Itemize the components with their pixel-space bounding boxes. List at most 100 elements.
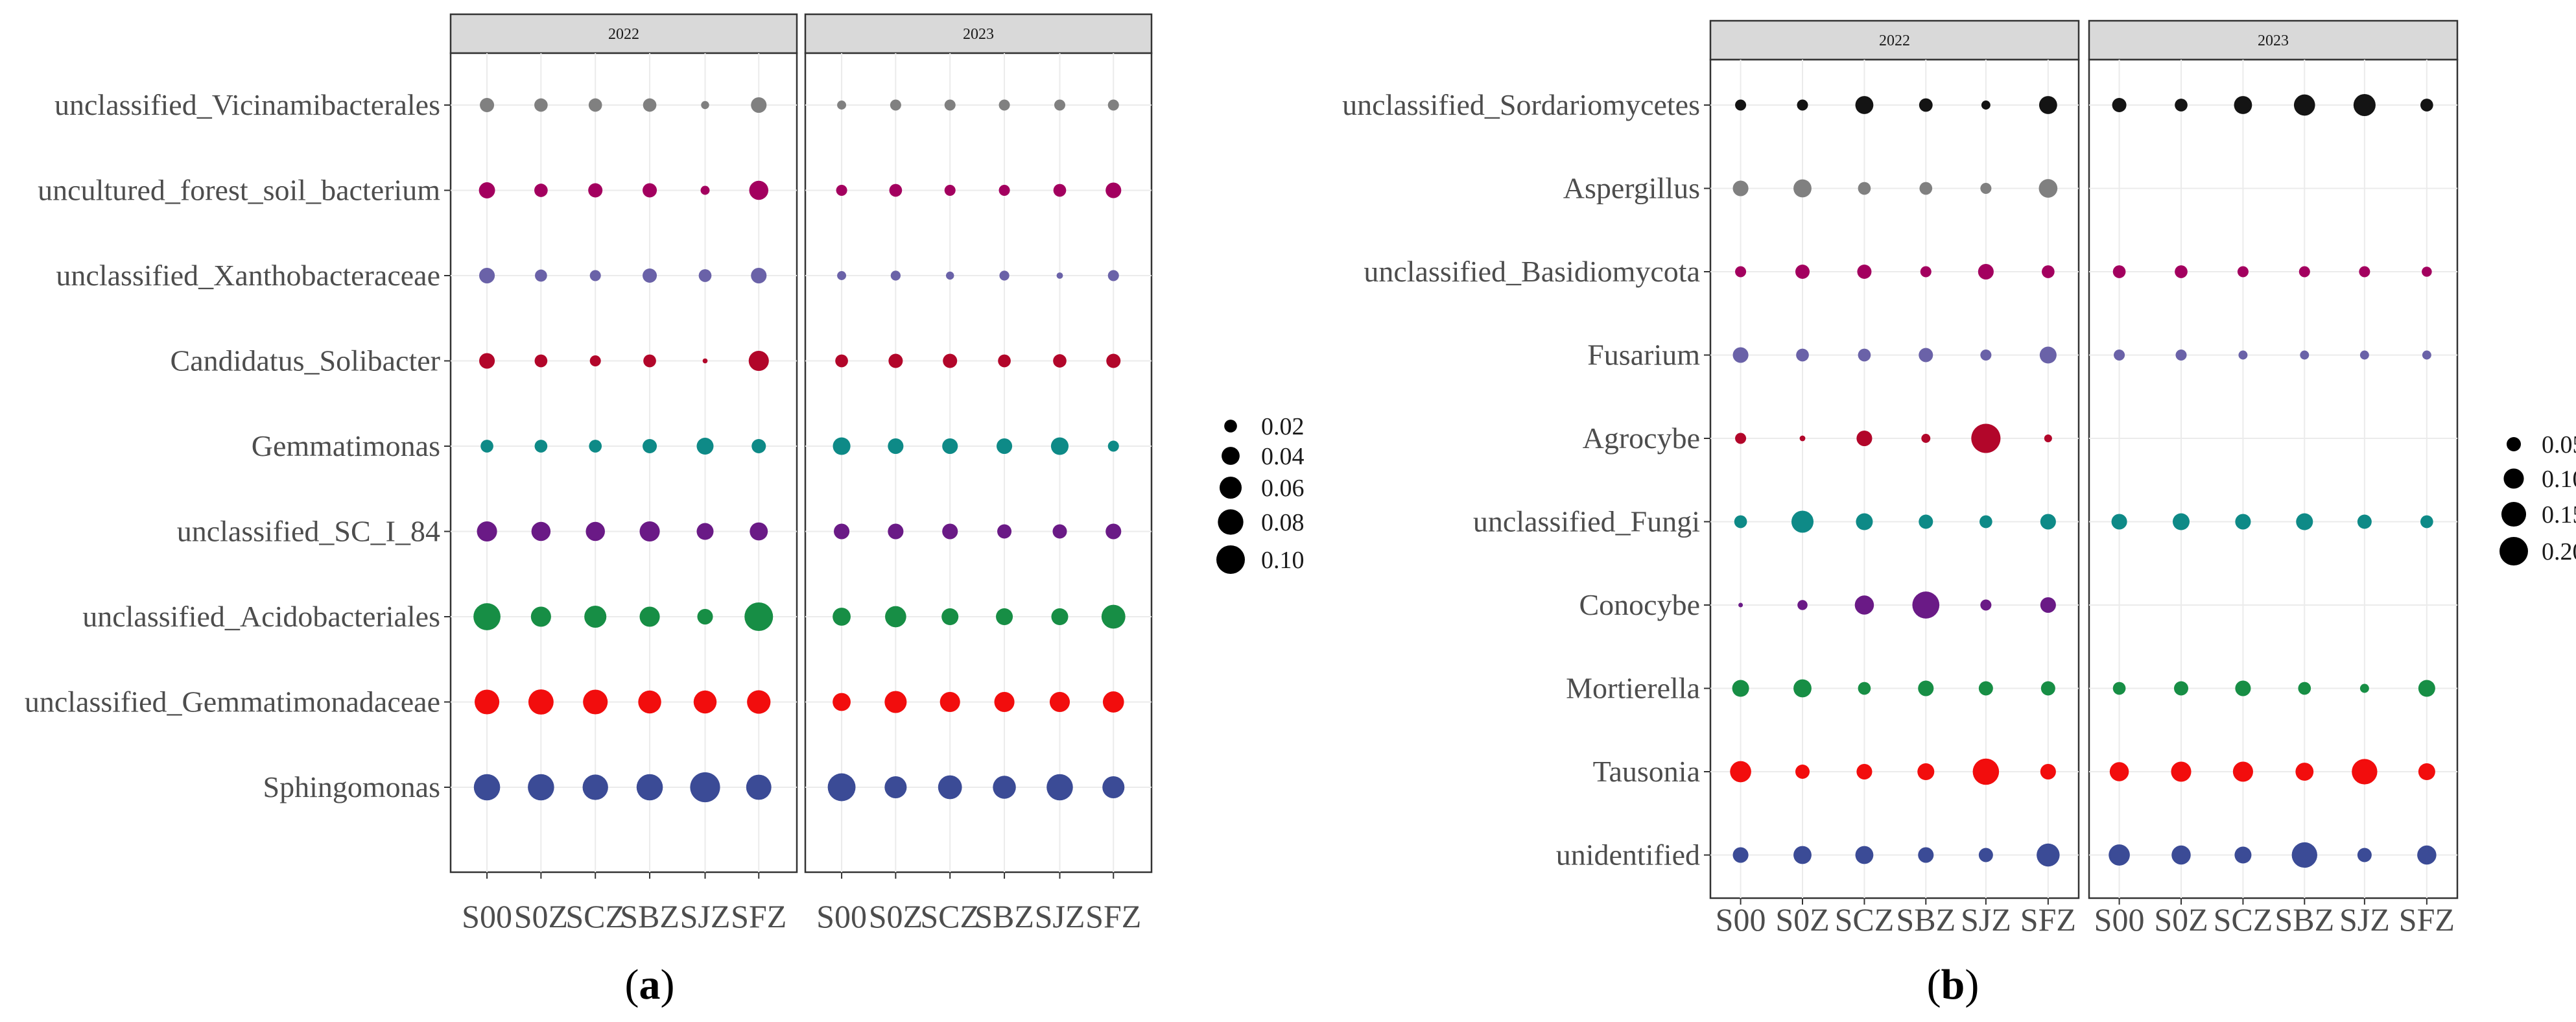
y-tick-label: Agrocybe <box>1583 422 1700 455</box>
legend-label: 0.08 <box>1261 509 1305 536</box>
facet-strip-2022 <box>1709 19 2080 61</box>
panel-caption: (a) <box>625 961 675 1008</box>
y-tick-label: unclassified_Sordariomycetes <box>1342 88 1700 121</box>
plot-area-2022 <box>449 52 798 873</box>
bubble-point <box>2037 843 2060 867</box>
x-tick-label: S0Z <box>1775 901 1829 938</box>
bubble-point <box>2171 845 2191 865</box>
bubble-point <box>1793 679 1812 698</box>
bubble-point <box>1980 182 1992 195</box>
bubble-point <box>690 772 720 803</box>
bubble-point <box>1793 846 1812 864</box>
bubble-point <box>1858 348 1871 362</box>
bubble-point <box>1730 761 1751 783</box>
bubble-point <box>744 602 774 631</box>
bubble-point <box>588 183 603 198</box>
bubble-point <box>700 185 710 195</box>
legend-key <box>1219 476 1242 499</box>
bubble-point <box>535 269 547 282</box>
bubble-point <box>479 182 495 198</box>
bubble-point <box>2418 680 2435 697</box>
legend-label: 0.10 <box>1261 547 1305 574</box>
bubble-point <box>1053 184 1067 197</box>
bubble-point <box>1053 354 1067 368</box>
facet-strip-2023 <box>804 13 1153 54</box>
bubble-point <box>534 98 548 112</box>
bubble-point <box>643 439 657 453</box>
bubble-point <box>1796 348 1809 362</box>
x-tick-label: SFZ <box>731 898 786 934</box>
y-tick-label: unclassified_Basidiomycota <box>1364 255 1700 288</box>
bubble-point <box>941 608 959 626</box>
bubble-point <box>1735 433 1747 444</box>
x-tick-label: S00 <box>462 898 512 934</box>
y-tick-label: Conocybe <box>1579 588 1700 621</box>
bubble-point <box>1101 604 1126 629</box>
bubble-point <box>530 606 551 627</box>
bubble-point <box>1856 763 1873 780</box>
bubble-point <box>1856 430 1873 447</box>
bubble-point <box>888 438 904 455</box>
x-tick-label: SJZ <box>2339 901 2390 938</box>
bubble-point <box>1980 349 1992 361</box>
bubble-point <box>996 608 1013 626</box>
x-tick-label: S00 <box>816 898 867 934</box>
bubble-point <box>835 354 848 368</box>
bubble-point <box>833 693 851 711</box>
legend-key <box>1218 509 1244 535</box>
bubble-point <box>1918 680 1934 696</box>
y-tick-label: unclassified_Acidobacteriales <box>82 600 440 633</box>
bubble-point <box>1978 848 1993 862</box>
bubble-point <box>2418 763 2435 781</box>
y-tick-label: Sphingomonas <box>263 770 440 803</box>
bubble-point <box>1795 765 1810 779</box>
caption-part: ( <box>625 961 639 1008</box>
bubble-point <box>1105 523 1122 540</box>
legend-key <box>1216 545 1245 574</box>
bubble-point <box>1107 99 1119 111</box>
bubble-point <box>2175 99 2188 112</box>
x-tick-label: S00 <box>2094 901 2145 938</box>
bubble-point <box>1854 595 1874 615</box>
bubble-point <box>997 524 1012 539</box>
bubble-point <box>1105 182 1122 198</box>
panel-caption: (b) <box>1927 961 1979 1008</box>
bubble-point <box>993 776 1016 799</box>
bubble-point <box>473 603 501 630</box>
legend-label: 0.02 <box>1261 413 1305 440</box>
bubble-point <box>837 101 847 110</box>
bubble-point <box>750 522 768 541</box>
bubble-point <box>1102 691 1124 713</box>
bubble-point <box>2038 96 2057 114</box>
facet-strip-2022 <box>449 13 798 54</box>
bubble-point <box>643 354 656 368</box>
y-tick-label: unclassified_Vicinamibacterales <box>54 88 440 121</box>
bubble-point <box>1972 758 2000 785</box>
bubble-point <box>748 350 769 372</box>
bubble-point <box>1919 182 1933 195</box>
x-tick-label: SFZ <box>1085 898 1141 934</box>
bubble-point <box>885 606 906 628</box>
bubble-point <box>2040 514 2056 530</box>
bubble-point <box>834 523 850 540</box>
bubble-point <box>636 774 663 801</box>
bubble-point <box>2044 434 2052 443</box>
caption-part: a <box>639 961 661 1008</box>
bubble-point <box>2352 759 2378 785</box>
bubble-point <box>889 184 903 197</box>
legend-label: 0.20 <box>2542 538 2576 565</box>
x-tick-label: SFZ <box>2399 901 2455 938</box>
x-tick-label: SCZ <box>1835 901 1895 938</box>
bubble-point <box>643 98 657 112</box>
bubble-point <box>2291 842 2317 868</box>
bubble-point <box>1919 348 1933 362</box>
bubble-point <box>1857 265 1872 279</box>
bubble-point <box>749 180 769 200</box>
bubble-point <box>534 184 548 197</box>
y-tick-label: Candidatus_Solibacter <box>171 344 440 377</box>
bubble-point <box>888 523 904 540</box>
bubble-point <box>1920 266 1932 278</box>
x-tick-label: SCZ <box>920 898 980 934</box>
bubble-point <box>583 689 608 715</box>
